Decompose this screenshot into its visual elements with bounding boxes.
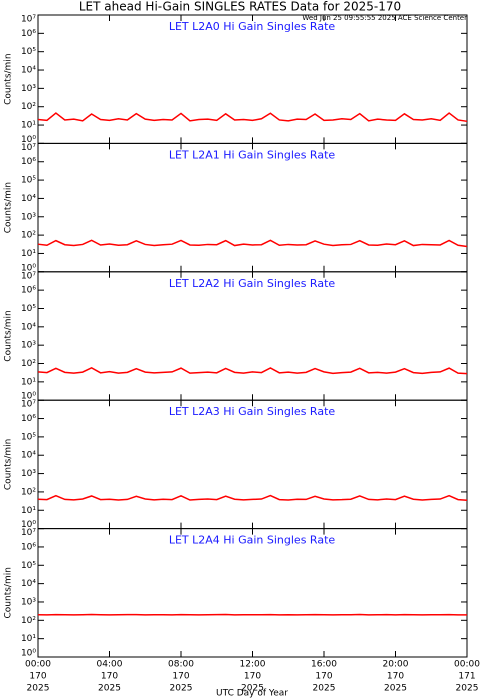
y-tick-label: 10³ <box>21 597 36 607</box>
plot-frame <box>37 142 468 273</box>
y-tick-label: 10⁰ <box>21 392 36 402</box>
x-axis-label: UTC Day of Year <box>216 689 288 699</box>
y-tick-label: 10⁵ <box>21 561 36 571</box>
y-tick-label: 10³ <box>21 341 36 351</box>
y-tick-label: 10² <box>21 616 36 626</box>
y-tick-label: 10⁷ <box>21 143 36 153</box>
plot-frame <box>37 271 468 401</box>
y-axis-label: Counts/min <box>4 53 14 104</box>
panel-title: LET L2A3 Hi Gain Singles Rate <box>169 405 336 418</box>
plot-frame <box>37 528 468 658</box>
y-tick-label: 10⁰ <box>21 649 36 659</box>
y-tick-label: 10⁷ <box>21 528 36 538</box>
x-tick-year: 2025 <box>384 684 407 694</box>
y-tick-label: 10⁶ <box>21 414 36 424</box>
y-tick-label: 10³ <box>21 212 36 222</box>
x-tick-year: 2025 <box>313 684 336 694</box>
x-tick-year: 2025 <box>98 684 121 694</box>
x-tick-day: 171 <box>458 672 475 682</box>
x-tick-day: 170 <box>29 672 46 682</box>
y-tick-label: 10⁶ <box>21 286 36 296</box>
y-tick-label: 10⁰ <box>21 520 36 530</box>
y-tick-label: 10⁵ <box>21 47 36 57</box>
panel-title: LET L2A1 Hi Gain Singles Rate <box>169 148 336 161</box>
y-tick-label: 10⁴ <box>21 66 36 76</box>
y-tick-label: 10⁴ <box>21 579 36 589</box>
y-axis-label: Counts/min <box>4 310 14 361</box>
panel-title: LET L2A2 Hi Gain Singles Rate <box>169 277 336 290</box>
plot-frame <box>37 14 468 144</box>
y-tick-label: 10⁷ <box>21 271 36 281</box>
data-line <box>37 239 468 248</box>
panel-title: LET L2A0 Hi Gain Singles Rate <box>169 20 336 33</box>
y-tick-label: 10⁵ <box>21 432 36 442</box>
y-tick-label: 10² <box>21 231 36 241</box>
x-tick-label: 00:00 <box>25 660 51 670</box>
y-tick-label: 10⁴ <box>21 322 36 332</box>
x-tick-year: 2025 <box>241 684 264 694</box>
x-tick-day: 170 <box>315 672 332 682</box>
y-tick-label: 10⁴ <box>21 194 36 204</box>
x-tick-label: 20:00 <box>383 660 409 670</box>
y-tick-label: 10⁶ <box>21 157 36 167</box>
y-tick-label: 10² <box>21 359 36 369</box>
x-tick-label: 12:00 <box>240 660 266 670</box>
y-tick-label: 10⁵ <box>21 176 36 186</box>
x-tick-year: 2025 <box>27 684 50 694</box>
x-tick-label: 00:00 <box>454 660 480 670</box>
chart-title: LET ahead Hi-Gain SINGLES RATES Data for… <box>79 0 401 14</box>
y-tick-label: 10¹ <box>21 121 36 131</box>
y-tick-label: 10⁶ <box>21 542 36 552</box>
y-tick-label: 10⁵ <box>21 304 36 314</box>
panel-title: LET L2A4 Hi Gain Singles Rate <box>169 534 336 547</box>
x-tick-year: 2025 <box>170 684 193 694</box>
x-tick-label: 08:00 <box>168 660 194 670</box>
y-tick-label: 10⁷ <box>21 15 36 25</box>
x-tick-day: 170 <box>172 672 189 682</box>
data-line <box>37 367 468 375</box>
data-line <box>37 112 468 123</box>
y-tick-label: 10³ <box>21 469 36 479</box>
timestamp: Wed Jun 25 09:55:55 2025 ACE Science Cen… <box>302 14 467 22</box>
y-tick-label: 10⁷ <box>21 400 36 410</box>
x-tick-label: 16:00 <box>311 660 337 670</box>
y-tick-label: 10² <box>21 102 36 112</box>
y-tick-label: 10⁴ <box>21 451 36 461</box>
y-tick-label: 10⁰ <box>21 263 36 273</box>
y-tick-label: 10² <box>21 487 36 497</box>
x-tick-day: 170 <box>244 672 261 682</box>
x-tick-day: 170 <box>101 672 118 682</box>
y-axis-label: Counts/min <box>4 439 14 490</box>
x-tick-label: 04:00 <box>97 660 123 670</box>
x-tick-year: 2025 <box>456 684 479 694</box>
y-tick-label: 10¹ <box>21 377 36 387</box>
y-tick-label: 10¹ <box>21 506 36 516</box>
y-tick-label: 10⁶ <box>21 29 36 39</box>
y-axis-label: Counts/min <box>4 567 14 618</box>
y-tick-label: 10¹ <box>21 249 36 259</box>
plot-frame <box>37 399 468 530</box>
data-line <box>37 494 468 502</box>
x-tick-day: 170 <box>387 672 404 682</box>
y-tick-label: 10⁰ <box>21 135 36 145</box>
y-tick-label: 10³ <box>21 84 36 94</box>
y-axis-label: Counts/min <box>4 182 14 233</box>
y-tick-label: 10¹ <box>21 634 36 644</box>
